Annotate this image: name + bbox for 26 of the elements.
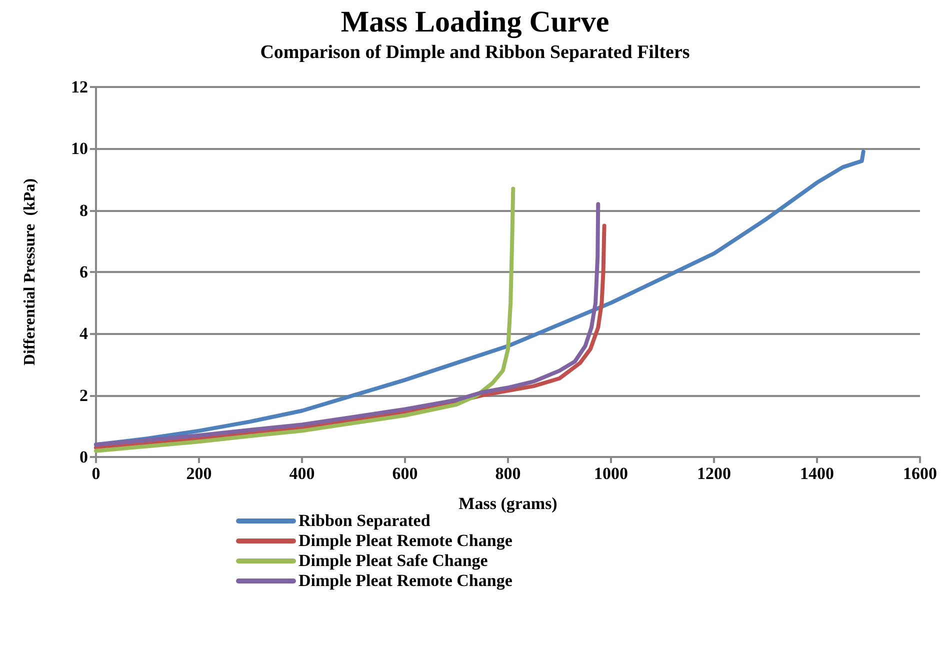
chart-subtitle: Comparison of Dimple and Ribbon Separated Filters: [260, 42, 690, 63]
y-tick-label: 0: [80, 448, 88, 466]
y-tick-label: 12: [71, 78, 88, 96]
line-series: [94, 150, 866, 447]
y-tick-label: 10: [71, 139, 88, 158]
y-tick-label: 4: [80, 324, 88, 344]
x-axis-title: Mass (grams): [458, 494, 558, 513]
y-axis-title: Differential Pressure (kPa): [22, 178, 38, 366]
legend-label: Dimple Pleat Remote Change: [298, 571, 513, 590]
x-tick-label: 0: [92, 464, 100, 483]
legend-label: Ribbon Separated: [298, 511, 431, 530]
y-tick-label: 6: [80, 262, 88, 282]
x-tick-label: 400: [289, 464, 315, 483]
y-tick-label: 8: [80, 200, 88, 220]
legend-label: Dimple Pleat Safe Change: [298, 551, 488, 570]
x-tick-label: 1600: [903, 464, 937, 483]
x-tick-label: 800: [495, 464, 521, 483]
y-tick-label: 2: [80, 386, 88, 405]
x-tick-label: 200: [186, 464, 212, 483]
legend-label: Dimple Pleat Remote Change: [298, 531, 513, 550]
x-tick-label: 1400: [800, 464, 834, 483]
line-series: [94, 186, 516, 453]
chart-title: Mass Loading Curve: [340, 6, 610, 38]
x-tick-label: 1200: [697, 464, 731, 483]
x-tick-label: 600: [392, 464, 418, 483]
x-tick-label: 1000: [594, 464, 628, 483]
